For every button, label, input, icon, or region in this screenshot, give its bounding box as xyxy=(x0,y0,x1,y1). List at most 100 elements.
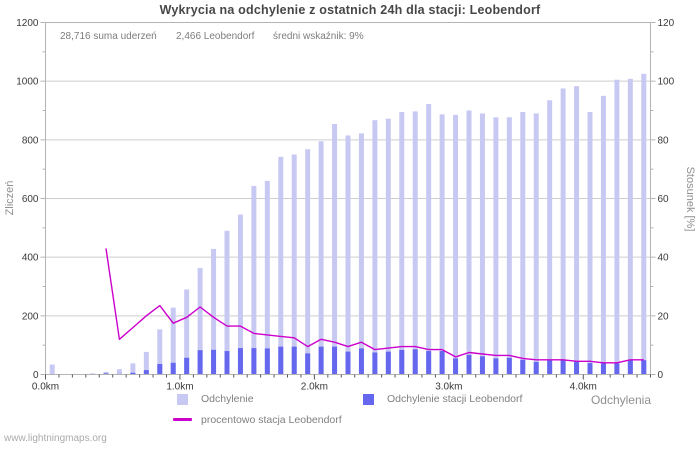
total-deviation-bar xyxy=(130,363,136,375)
station-deviation-bar xyxy=(587,363,593,375)
y-right-tick-label: 100 xyxy=(658,77,675,88)
y-right-tick-label: 120 xyxy=(658,18,675,29)
total-deviation-bar xyxy=(143,351,149,375)
y-left-tick-label: 800 xyxy=(22,135,39,146)
station-deviation-bar xyxy=(291,346,297,375)
total-deviation-bar xyxy=(600,95,606,375)
legend-label-percent: procentowo stacja Leobendorf xyxy=(201,414,342,426)
axes: 0 200 400 600 800 1000 1200 0 20 40 60 80 100 120 0.0k… xyxy=(16,18,674,393)
stat-total-strikes: 28,716 suma uderzeń xyxy=(60,31,157,42)
x-axis-title: Odchylenia xyxy=(591,393,651,407)
station-deviation-bar xyxy=(170,362,176,375)
station-percent-polyline xyxy=(105,248,644,364)
total-deviation-bar xyxy=(426,104,432,375)
y-left-tick-label: 1000 xyxy=(16,77,39,88)
station-deviation-bar xyxy=(211,349,217,375)
station-deviation-bar xyxy=(372,352,378,375)
y-right-tick-label: 60 xyxy=(658,194,670,205)
total-deviation-bar xyxy=(453,114,459,375)
station-deviation-bar xyxy=(345,351,351,375)
total-deviation-bar xyxy=(627,78,633,375)
station-deviation-bar xyxy=(318,346,324,375)
legend-swatch-total xyxy=(177,394,188,405)
station-deviation-bar xyxy=(547,360,553,375)
station-deviation-bar xyxy=(493,358,499,375)
station-deviation-bar xyxy=(251,348,257,375)
total-deviation-bar xyxy=(237,214,243,375)
station-deviation-bar xyxy=(520,359,526,375)
y-left-tick-label: 200 xyxy=(22,311,39,322)
stat-station-strikes: 2,466 Leobendorf xyxy=(176,31,255,42)
station-deviation-bar xyxy=(614,363,620,375)
station-deviation-bar xyxy=(533,361,539,375)
y-left-tick-label: 400 xyxy=(22,253,39,264)
station-deviation-bar xyxy=(197,350,203,375)
total-deviation-bar xyxy=(520,111,526,375)
total-deviation-bar xyxy=(493,117,499,375)
station-deviation-bar xyxy=(224,351,230,375)
station-deviation-bar xyxy=(143,370,149,375)
total-deviation-bar xyxy=(103,371,109,375)
y-right-tick-label: 20 xyxy=(658,311,670,322)
station-deviation-bar xyxy=(332,346,338,375)
station-deviation-bar xyxy=(184,357,190,375)
station-deviation-bar xyxy=(627,359,633,375)
station-deviation-bar xyxy=(560,360,566,375)
station-deviation-bar xyxy=(157,363,163,375)
station-deviation-bar xyxy=(479,356,485,375)
total-deviation-bar xyxy=(399,111,405,375)
total-deviation-bar xyxy=(372,120,378,375)
site-credit: www.lightningmaps.org xyxy=(4,433,107,444)
station-deviation-bar xyxy=(358,348,364,375)
y-left-tick-label: 0 xyxy=(33,370,39,381)
station-deviation-bar xyxy=(385,351,391,375)
y-right-tick-label: 80 xyxy=(658,135,670,146)
total-deviation-bar xyxy=(506,117,512,375)
x-tick-label: 2.0km xyxy=(301,382,328,393)
total-deviation-bar xyxy=(533,113,539,375)
station-deviation-bar xyxy=(600,363,606,375)
x-tick-label: 0.0km xyxy=(32,382,59,393)
total-deviation-bar xyxy=(466,110,472,375)
y-left-tick-label: 600 xyxy=(22,194,39,205)
total-deviation-bar xyxy=(547,100,553,375)
y-right-axis-title: Stosunek [%] xyxy=(684,167,696,232)
total-deviation-bar xyxy=(278,156,284,375)
total-deviation-bar xyxy=(184,289,190,375)
total-deviation-bar xyxy=(479,113,485,375)
total-deviation-bar xyxy=(345,135,351,375)
station-deviation-bar xyxy=(641,360,647,375)
total-deviation-bar xyxy=(318,141,324,375)
y-left-tick-label: 1200 xyxy=(16,18,39,29)
y-left-axis-title: Zliczeń xyxy=(4,181,16,216)
station-deviation-bar xyxy=(453,358,459,375)
station-deviation-bar xyxy=(305,353,311,375)
total-deviation-bar xyxy=(385,118,391,375)
histogram-bars xyxy=(49,73,647,375)
total-deviation-bar xyxy=(439,114,445,375)
total-deviation-bar xyxy=(116,369,122,375)
y-right-tick-label: 40 xyxy=(658,253,670,264)
stat-average-ratio: średni wskaźnik: 9% xyxy=(273,31,364,42)
total-deviation-bar xyxy=(251,185,257,375)
station-deviation-bar xyxy=(574,361,580,375)
total-deviation-bar xyxy=(574,86,580,375)
total-deviation-bar xyxy=(332,123,338,375)
legend-label-total: Odchylenie xyxy=(201,393,254,405)
x-tick-label: 1.0km xyxy=(166,382,193,393)
total-deviation-bar xyxy=(614,79,620,375)
total-deviation-bar xyxy=(224,230,230,375)
station-deviation-bar xyxy=(466,354,472,375)
station-deviation-bar xyxy=(237,348,243,375)
total-deviation-bar xyxy=(305,149,311,375)
total-deviation-bar xyxy=(157,329,163,375)
chart-title: Wykrycia na odchylenie z ostatnich 24h d… xyxy=(159,3,541,17)
total-deviation-bar xyxy=(264,180,270,375)
x-tick-label: 3.0km xyxy=(435,382,462,393)
station-deviation-bar xyxy=(278,346,284,375)
total-deviation-bar xyxy=(197,268,203,375)
legend-label-station: Odchylenie stacji Leobendorf xyxy=(387,393,523,405)
station-deviation-bar xyxy=(426,351,432,375)
station-deviation-bar xyxy=(103,373,109,375)
